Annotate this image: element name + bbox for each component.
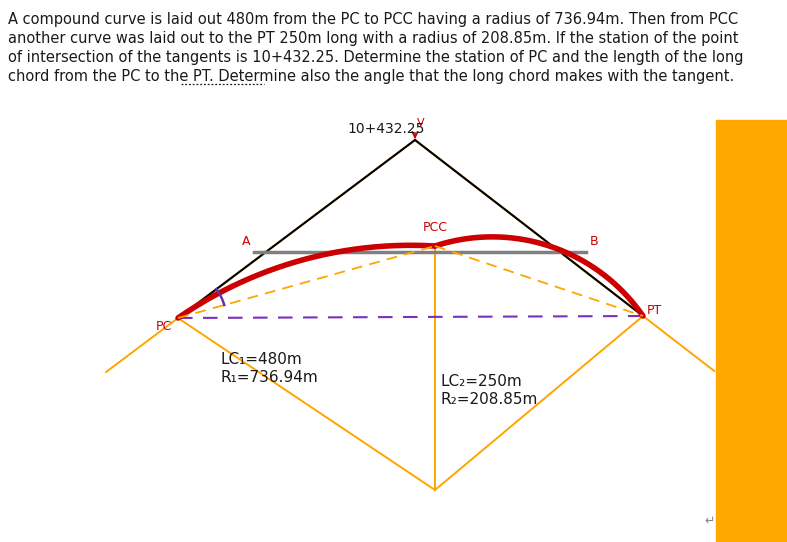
Text: B: B — [590, 235, 599, 248]
Text: PC: PC — [156, 320, 172, 333]
Text: of intersection of the tangents is 10+432.25. Determine the station of PC and th: of intersection of the tangents is 10+43… — [8, 50, 744, 65]
Text: R₁=736.94m: R₁=736.94m — [220, 370, 318, 385]
Text: R₂=208.85m: R₂=208.85m — [440, 392, 538, 407]
Text: LC₁=480m: LC₁=480m — [220, 352, 301, 367]
Text: another curve was laid out to the PT 250m long with a radius of 208.85m. If the : another curve was laid out to the PT 250… — [8, 31, 738, 46]
Text: ↵: ↵ — [704, 515, 715, 528]
Text: V: V — [417, 118, 425, 128]
Text: A: A — [242, 235, 250, 248]
Text: LC₂=250m: LC₂=250m — [440, 374, 522, 389]
Text: 10+432.25: 10+432.25 — [347, 122, 424, 136]
Text: A compound curve is laid out 480m from the PC to PCC having a radius of 736.94m.: A compound curve is laid out 480m from t… — [8, 12, 738, 27]
Text: PCC: PCC — [423, 221, 448, 234]
Text: PT: PT — [647, 304, 662, 317]
Text: chord from the PC to the PT. Determine also the angle that the long chord makes : chord from the PC to the PT. Determine a… — [8, 69, 734, 84]
